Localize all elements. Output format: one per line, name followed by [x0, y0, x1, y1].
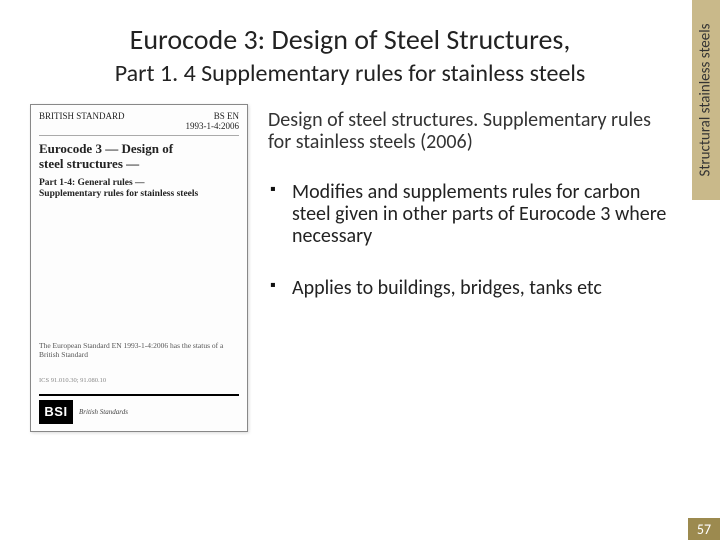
sidebar-tab-label: Structural stainless steels: [697, 23, 715, 176]
body-text: Design of steel structures. Supplementar…: [268, 110, 668, 329]
bsi-logo-label: British Standards: [79, 408, 128, 416]
cover-euro-note: The European Standard EN 1993-1-4:2006 h…: [39, 341, 239, 359]
bullet-list: Modifies and supplements rules for carbo…: [268, 181, 668, 299]
cover-doc-title: Eurocode 3 — Design of steel structures …: [39, 142, 239, 172]
cover-ics: ICS 91.010.30; 91.080.10: [39, 377, 239, 384]
sidebar-tab: Structural stainless steels: [692, 0, 720, 200]
title-sub: Part 1. 4 Supplementary rules for stainl…: [50, 59, 650, 88]
page-number-box: 57: [688, 518, 720, 540]
list-item: Modifies and supplements rules for carbo…: [268, 181, 668, 247]
standard-cover-thumbnail: BRITISH STANDARD BS EN 1993-1-4:2006 Eur…: [30, 104, 248, 432]
cover-code: BS EN 1993-1-4:2006: [186, 111, 240, 131]
slide-root: Structural stainless steels Eurocode 3: …: [0, 0, 720, 540]
cover-part: Part 1-4: General rules — Supplementary …: [39, 178, 239, 201]
bsi-logo-icon: BSI: [39, 400, 73, 424]
description-text: Design of steel structures. Supplementar…: [268, 110, 668, 153]
title-block: Eurocode 3: Design of Steel Structures, …: [50, 22, 650, 88]
page-number: 57: [697, 521, 711, 538]
title-main: Eurocode 3: Design of Steel Structures,: [50, 22, 650, 57]
cover-org: BRITISH STANDARD: [39, 111, 125, 131]
list-item: Applies to buildings, bridges, tanks etc: [268, 277, 668, 299]
